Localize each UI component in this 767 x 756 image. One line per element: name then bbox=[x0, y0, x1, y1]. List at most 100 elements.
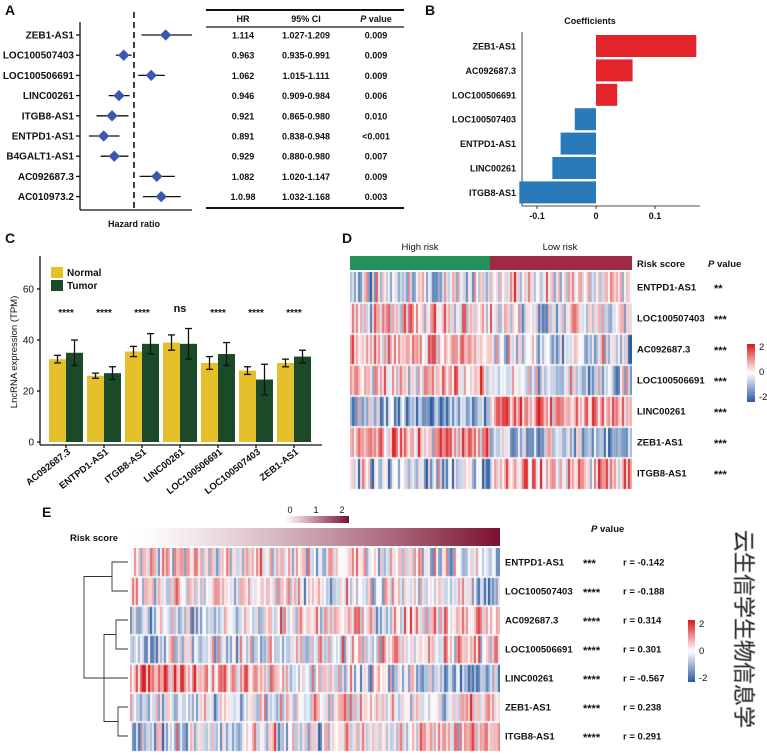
coef-tick-label: 0.1 bbox=[649, 211, 662, 221]
c-bar-normal bbox=[125, 351, 142, 442]
coef-bar bbox=[519, 181, 596, 204]
d-colorbar-tick: 2 bbox=[759, 342, 764, 353]
c-bar-tumor bbox=[256, 379, 273, 442]
table-ci: 1.015-1.111 bbox=[282, 71, 329, 81]
forest-gene-label: LOC100506691 bbox=[3, 71, 75, 82]
d-row-label: ITGB8-AS1 bbox=[637, 469, 687, 480]
e-risk-legend-tick: 1 bbox=[313, 505, 318, 515]
coef-label: AC092687.3 bbox=[465, 66, 516, 76]
low-risk-bar bbox=[490, 256, 632, 270]
table-p: 0.009 bbox=[365, 31, 388, 41]
table-ci: 1.032-1.168 bbox=[282, 192, 330, 202]
table-ci: 0.865-0.980 bbox=[282, 111, 330, 121]
d-significance: ** bbox=[714, 283, 723, 295]
d-significance: *** bbox=[714, 438, 728, 450]
coef-title: Coefficients bbox=[564, 16, 616, 26]
e-colorbar bbox=[688, 620, 695, 682]
forest-gene-label: LINC00261 bbox=[23, 91, 75, 102]
table-p: <0.001 bbox=[362, 132, 390, 142]
table-hr: 1.082 bbox=[232, 172, 255, 182]
d-row-label: LINC00261 bbox=[637, 407, 686, 418]
e-risk-legend-bar bbox=[285, 516, 349, 523]
d-significance: *** bbox=[714, 407, 728, 419]
panel-label-C: C bbox=[5, 230, 15, 246]
coef-label: ITGB8-AS1 bbox=[469, 188, 516, 198]
forest-hr-marker bbox=[160, 29, 172, 41]
table-ci: 0.880-0.980 bbox=[282, 152, 330, 162]
coef-bar bbox=[560, 132, 596, 155]
watermark: 云生信学生物信息学 bbox=[731, 530, 756, 728]
table-p: 0.009 bbox=[365, 172, 388, 182]
d-risk-score-label: Risk score bbox=[637, 259, 685, 270]
table-header-ci: 95% CI bbox=[291, 14, 321, 24]
dendrogram-branch bbox=[111, 561, 128, 592]
coef-tick-label: 0 bbox=[593, 211, 598, 221]
coef-label: ENTPD1-AS1 bbox=[460, 139, 516, 149]
d-row-label: LOC100507403 bbox=[637, 314, 705, 325]
forest-hr-marker bbox=[151, 170, 163, 183]
risk-score-annotation-bar bbox=[130, 528, 500, 546]
high-risk-bar bbox=[350, 256, 490, 270]
table-ci: 0.838-0.948 bbox=[282, 132, 330, 142]
e-row-label: AC092687.3 bbox=[505, 616, 558, 627]
table-hr: 1.0.98 bbox=[230, 192, 255, 202]
c-y-tick-label: 60 bbox=[23, 285, 35, 296]
table-hr: 0.946 bbox=[232, 91, 255, 101]
d-p-header: P value bbox=[708, 259, 741, 270]
c-significance: ns bbox=[174, 303, 187, 315]
d-colorbar bbox=[747, 344, 755, 402]
e-significance: **** bbox=[583, 616, 601, 628]
forest-hr-marker bbox=[98, 130, 110, 142]
coef-bar bbox=[596, 59, 633, 82]
forest-gene-label: B4GALT1-AS1 bbox=[6, 152, 74, 163]
e-p-header: P value bbox=[591, 524, 624, 535]
c-bar-tumor bbox=[104, 373, 121, 442]
c-y-tick-label: 0 bbox=[28, 438, 34, 449]
coef-label: LOC100506691 bbox=[452, 90, 516, 100]
coef-bar bbox=[574, 108, 596, 131]
c-legend-swatch bbox=[51, 280, 63, 291]
c-bar-tumor bbox=[294, 356, 311, 442]
e-row-label: LOC100506691 bbox=[505, 645, 573, 656]
forest-hr-marker bbox=[113, 89, 125, 102]
e-correlation: r = -0.188 bbox=[623, 587, 664, 598]
coef-bar bbox=[596, 83, 618, 106]
forest-hr-marker bbox=[106, 110, 118, 122]
coef-label: LINC00261 bbox=[470, 164, 516, 174]
d-row-label: ENTPD1-AS1 bbox=[637, 283, 697, 294]
d-significance: *** bbox=[714, 376, 728, 388]
e-colorbar-tick: 2 bbox=[699, 619, 704, 630]
forest-gene-label: ENTPD1-AS1 bbox=[12, 132, 75, 143]
c-bar-normal bbox=[239, 370, 256, 442]
table-ci: 0.935-0.991 bbox=[282, 51, 330, 61]
c-y-tick-label: 40 bbox=[23, 336, 35, 347]
e-correlation: r = 0.291 bbox=[623, 732, 662, 743]
c-bar-normal bbox=[201, 362, 218, 442]
e-correlation: r = 0.238 bbox=[623, 703, 661, 714]
d-significance: *** bbox=[714, 314, 728, 326]
group-label-high-risk: High risk bbox=[402, 242, 439, 253]
e-risk-legend-tick: 2 bbox=[339, 505, 344, 515]
panel-label-D: D bbox=[342, 230, 352, 246]
c-legend-swatch bbox=[51, 267, 63, 278]
forest-gene-label: LOC100507403 bbox=[3, 51, 75, 62]
table-hr: 0.929 bbox=[232, 152, 255, 162]
c-significance: **** bbox=[96, 308, 112, 319]
c-y-label: LncRNA expression (TPM) bbox=[9, 296, 20, 408]
c-legend-label: Normal bbox=[67, 268, 102, 279]
c-y-tick-label: 20 bbox=[23, 387, 35, 398]
coef-tick-label: -0.1 bbox=[529, 211, 545, 221]
table-header-hr: HR bbox=[237, 14, 250, 24]
d-row-label: LOC100506691 bbox=[637, 376, 705, 387]
e-correlation: r = 0.314 bbox=[623, 616, 662, 627]
c-bar-normal bbox=[49, 359, 66, 442]
coef-label: LOC100507403 bbox=[452, 115, 516, 125]
e-row-label: LOC100507403 bbox=[505, 587, 573, 598]
d-row-label: ZEB1-AS1 bbox=[637, 438, 684, 449]
table-p: 0.009 bbox=[365, 51, 388, 61]
table-p: 0.010 bbox=[365, 111, 388, 121]
e-significance: **** bbox=[583, 587, 601, 599]
forest-gene-label: AC010973.2 bbox=[18, 192, 75, 203]
dendrogram-branch bbox=[117, 706, 128, 737]
